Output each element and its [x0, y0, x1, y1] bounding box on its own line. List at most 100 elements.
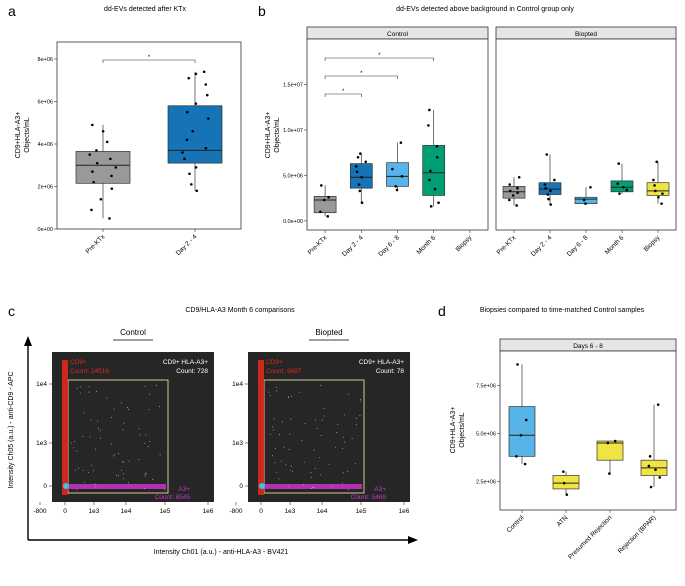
flow-panel-1-event [348, 393, 350, 395]
panel-b-facet-1-point [582, 198, 586, 202]
panel-b-facet-1-point [618, 192, 621, 195]
panel-a-ylabel-line2: Objects/mL [24, 117, 31, 153]
flow-panel-1-cd9-count: Count: 9697 [266, 368, 302, 375]
flow-panel-0-event [97, 420, 99, 422]
flow-panel-0-event [88, 471, 89, 473]
flow-panel-0-event [110, 416, 112, 418]
panel-d-point [565, 493, 569, 496]
flow-xlabel: Intensity Ch01 (a.u.) - anti-HLA-A3 - BV… [154, 549, 289, 556]
panel-d-box [596, 440, 624, 461]
panel-a-point [194, 166, 198, 169]
panel-b-facet-0-ytick-label: 5.0e+06 [283, 173, 303, 179]
panel-b-facet-0-point [429, 169, 432, 173]
panel-a-point [194, 72, 198, 76]
panel-c-title: CD9/HLA-A3 Month 6 comparisons [185, 307, 295, 314]
panel-d-point [606, 441, 610, 445]
flow-panel-0-event [106, 397, 108, 399]
flow-panel-1-event [314, 467, 316, 469]
panel-d-letter: d [438, 303, 446, 319]
panel-a-point [108, 217, 111, 220]
panel-d-ytick-label: 2.5e+06 [476, 479, 496, 485]
panel-b-facet-0-box [313, 195, 337, 214]
panel-a-point [181, 151, 184, 154]
flow-panel-0-event [71, 442, 73, 444]
panel-a-ytick-label: 6e+06 [38, 100, 53, 106]
flow-yaxis-arrowhead [24, 336, 32, 346]
flow-panel-1-origin-cluster [259, 483, 265, 489]
flow-panel-0-event [143, 442, 145, 444]
panel-a-point [91, 123, 94, 127]
flow-panel-0-event [128, 408, 130, 410]
panel-b-facet-0-point [435, 155, 439, 159]
flow-panel-1-event [320, 384, 322, 386]
panel-b-facet-1-box [646, 182, 670, 196]
panel-b-facet-0-box [422, 145, 446, 196]
flow-panel-0-event [144, 474, 146, 475]
flow-panel-1-event [336, 432, 338, 434]
flow-panel-0-event [88, 391, 90, 393]
panel-a-point [191, 129, 195, 133]
panel-d-xtick-label: Rejection (BPAR) [617, 514, 658, 555]
panel-d-point [656, 403, 660, 406]
panel-b-facet-0-point [357, 183, 361, 186]
panel-b-facet-0-point [322, 198, 326, 202]
flow-panel-1-event [360, 400, 362, 402]
panel-b-facet-1-point [616, 182, 619, 185]
flow-panel-0-event [95, 448, 97, 450]
flow-panel-0-a3-count: Count: 8545 [155, 494, 191, 501]
panel-a-point [195, 189, 199, 193]
panel-b-facet-0-point [356, 155, 360, 159]
flow-panel-0-a3-population [66, 484, 166, 489]
flow-panel-1-event [342, 436, 344, 438]
flow-panel-0-event [82, 469, 84, 471]
panel-b-facet-0-point [399, 141, 403, 144]
panel-d-point [562, 481, 566, 485]
panel-d-point [519, 433, 523, 437]
flow-panel-0-event [148, 393, 150, 395]
panel-a-title: dd-EVs detected after KTx [104, 6, 187, 13]
panel-a-sig-label: * [148, 55, 151, 61]
flow-panel-1-event [319, 474, 321, 476]
flow-panel-1-xtick-label: 1e3 [285, 508, 296, 515]
flow-panel-0-event [164, 489, 166, 491]
flow-panel-1-event [276, 390, 278, 392]
flow-panel-0-event [145, 472, 147, 474]
panel-a-sig-bracket [102, 59, 196, 63]
flow-panel-0-event [128, 460, 130, 462]
panel-b-facet-0-point [428, 108, 431, 112]
flow-panel-1-event [321, 419, 323, 421]
flow-panel-1-event [343, 414, 345, 416]
flow-panel-0-event [138, 428, 140, 430]
flow-panel-0-xtick-label: 1e4 [121, 508, 132, 515]
panel-b-facet-1-point [655, 160, 658, 164]
flow-panel-0-event [145, 434, 147, 436]
panel-b-facet-0-box [349, 163, 373, 189]
panel-b-facet-0-point [319, 210, 322, 214]
panel-b-facet-1-point [544, 186, 548, 190]
flow-panel-0-event [93, 470, 95, 472]
panel-a-point [92, 180, 96, 184]
flow-panel-0-event [98, 427, 100, 429]
panel-c-letter: c [8, 303, 15, 319]
flow-panel-0-event [123, 472, 125, 474]
panel-b-facet-1-xtick-label: Biopsy [643, 234, 662, 253]
flow-panel-0-event [79, 392, 81, 394]
flow-panel-1-event [351, 438, 353, 439]
panel-a-point [105, 140, 109, 144]
panel-b-facet-0-point [400, 175, 404, 178]
flow-panel-0-event [127, 407, 129, 408]
flow-panel-1-event [298, 391, 300, 393]
flow-panel-0-event [139, 434, 141, 436]
flow-panel-1-event [341, 482, 343, 484]
panel-d-point [524, 418, 528, 422]
panel-d-point [613, 439, 617, 443]
panel-d-point [647, 464, 651, 468]
flow-panel-1-a3-count: Count: 5469 [351, 494, 387, 501]
panel-b-facet-1-point [661, 192, 664, 195]
panel-a-box [75, 151, 131, 184]
flow-panel-0-event [122, 429, 124, 430]
flow-panel-1-event [280, 460, 282, 462]
panel-a-point [194, 102, 198, 105]
flow-panel-1-event [269, 394, 271, 396]
